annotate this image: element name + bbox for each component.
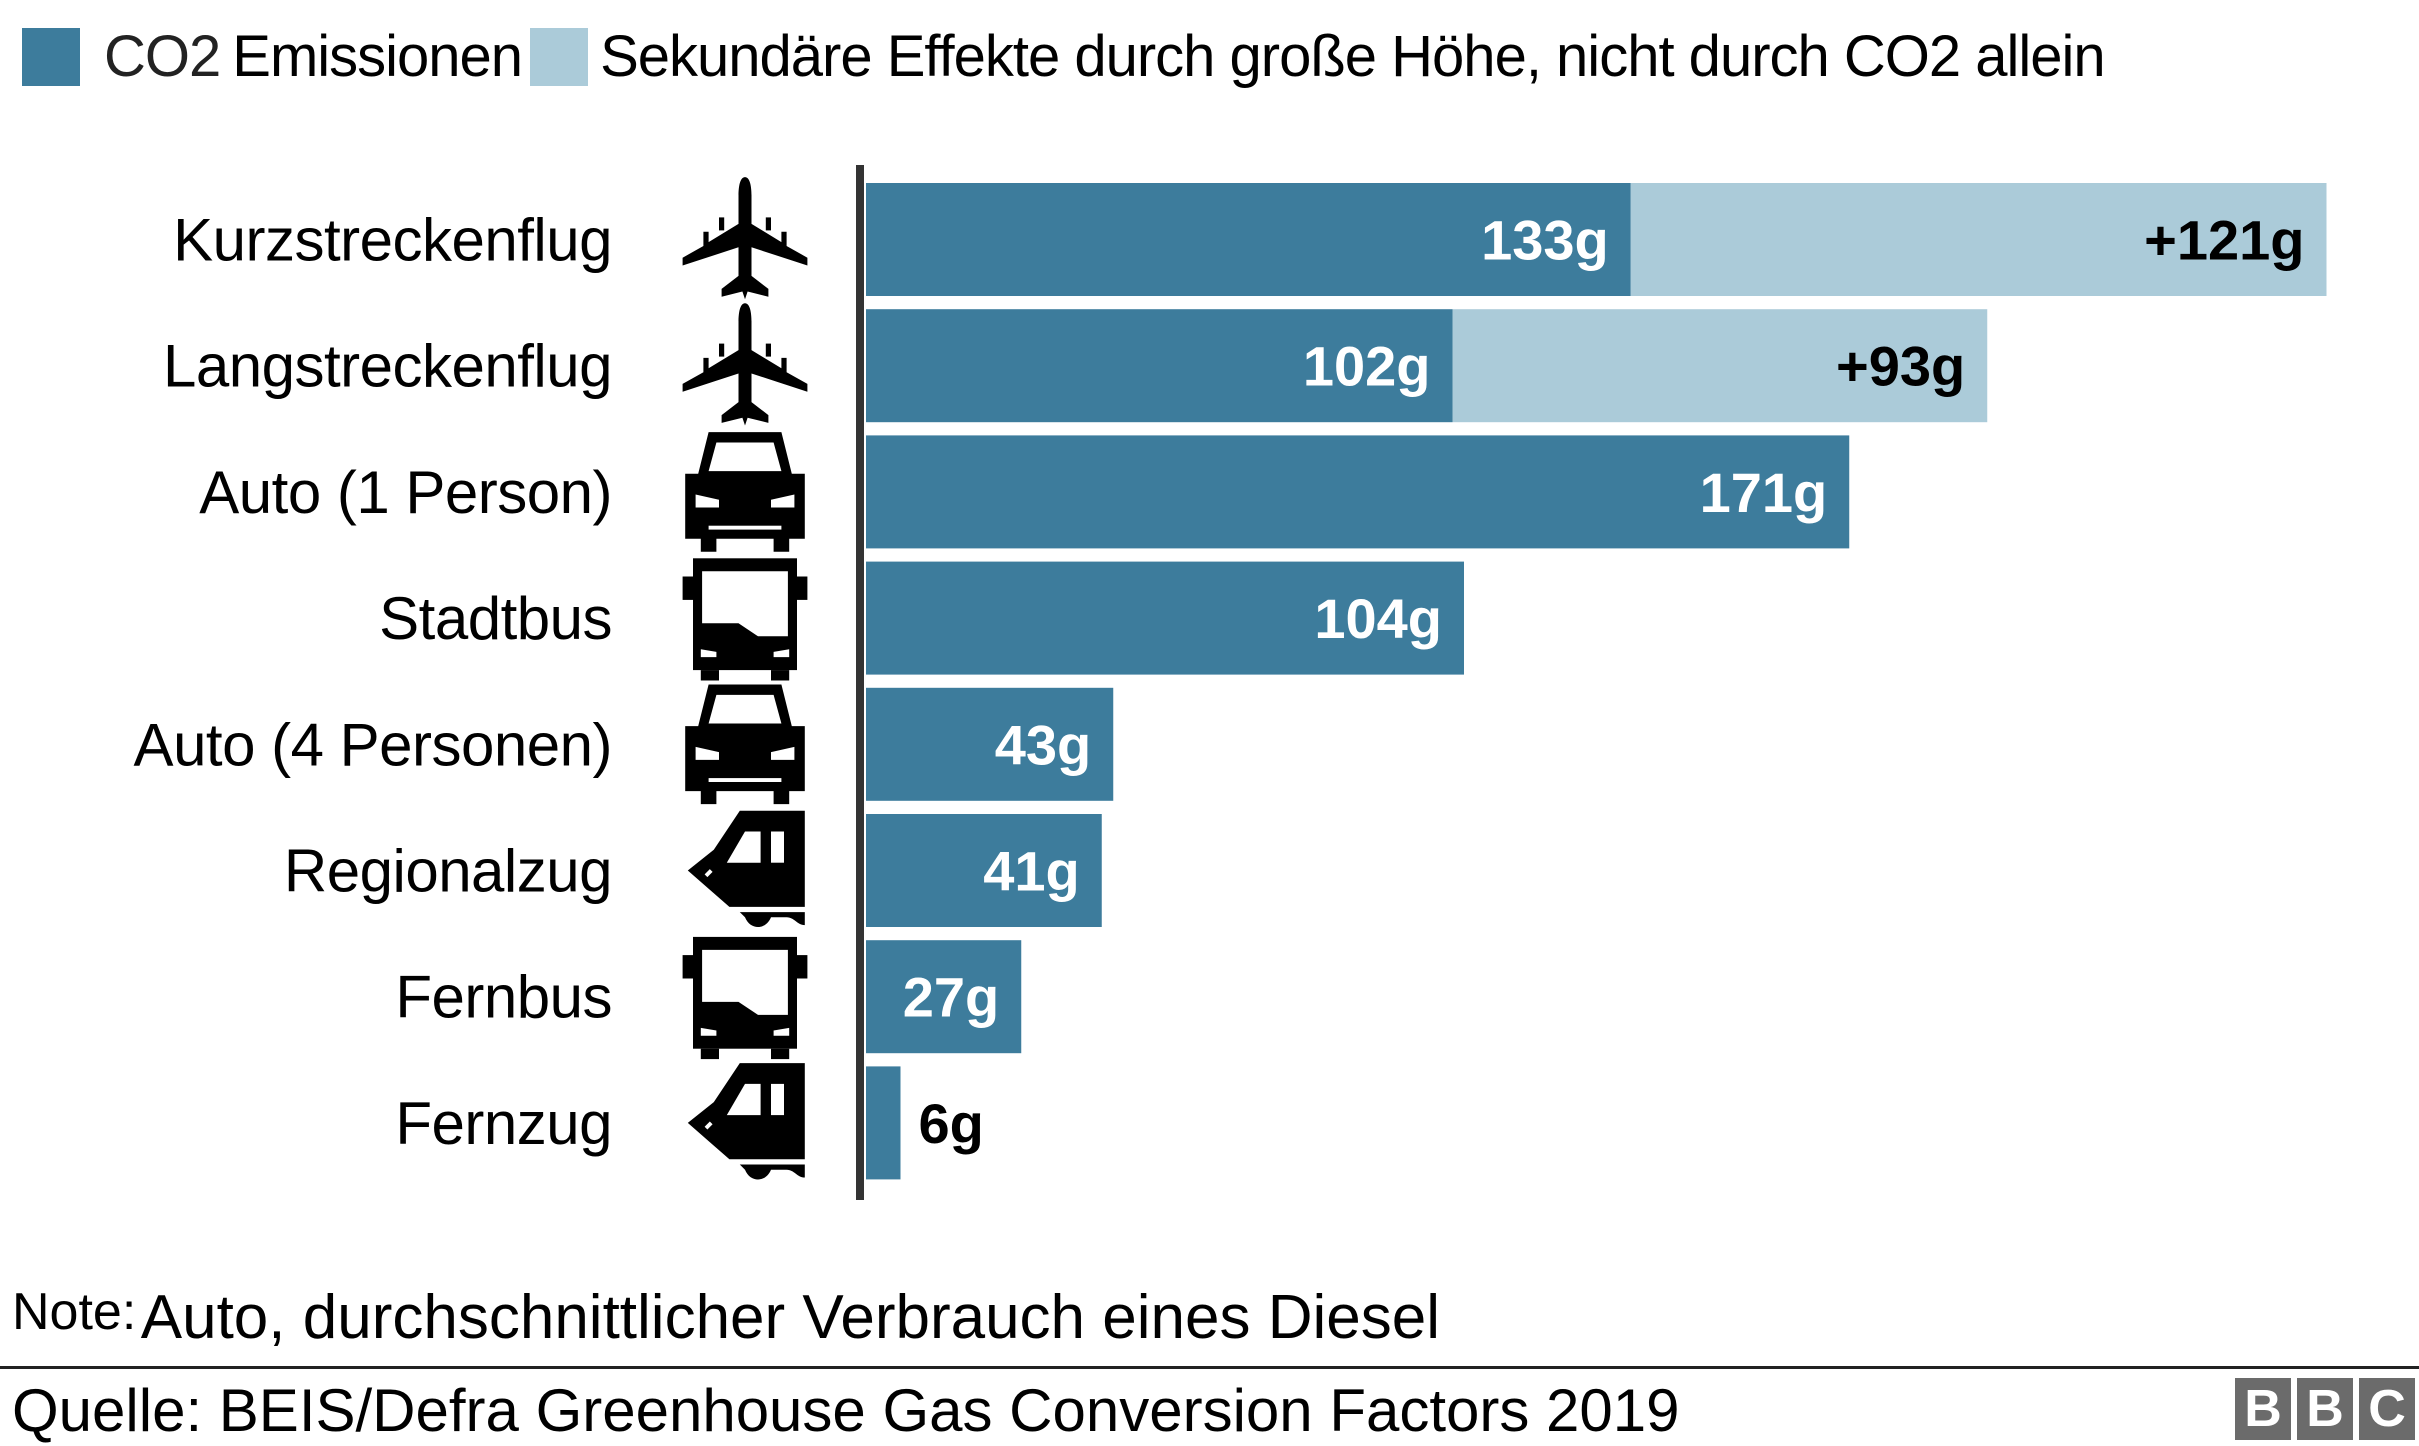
category-label: Auto (4 Personen) [134,711,612,778]
bbc-logo-letter: B [2297,1378,2353,1440]
bar-row: Fernzug 6g [395,1061,984,1182]
bbc-logo-letter: B [2235,1378,2291,1440]
category-label: Auto (1 Person) [199,459,612,526]
category-label: Fernzug [395,1090,612,1157]
train-icon [685,1061,807,1182]
car-icon [685,432,805,552]
value-label-secondary: +93g [1836,335,1965,398]
bar-row: Fernbus 27g [395,936,1022,1060]
bar-co2 [866,435,1850,549]
bbc-logo: B B C [2235,1378,2415,1440]
bar-chart: Kurzstreckenflug 133g +121g Langstreckenflu… [134,165,2327,1200]
category-label: Regionalzug [284,838,612,905]
value-label-co2: 41g [983,840,1080,903]
bar-co2 [866,940,1022,1054]
bar-co2 [866,1066,901,1180]
footer-divider [0,1366,2419,1369]
car-icon [685,684,805,805]
bar-row: Auto (4 Personen) 43g [134,684,1114,805]
bar-co2 [866,183,1631,296]
value-label-co2: 6g [919,1092,984,1155]
category-label: Kurzstreckenflug [173,207,612,274]
value-label-co2: 27g [903,966,1000,1029]
bbc-logo-letter: C [2359,1378,2415,1440]
bar-co2 [866,814,1102,927]
legend-swatch-co2 [22,28,80,86]
airplane-icon [682,303,808,426]
bar-co2 [866,309,1453,423]
category-label: Langstreckenflug [163,333,612,400]
bar-co2 [866,561,1464,675]
category-label: Stadtbus [379,585,612,652]
value-label-co2: 104g [1314,587,1442,650]
bar-row: Stadtbus 104g [379,558,1464,681]
legend: CO2 Emissionen Sekundäre Effekte durch g… [22,22,2106,92]
bus-icon [682,558,808,681]
value-label-secondary: +121g [2144,209,2304,272]
value-label-co2: 43g [995,713,1092,776]
category-label: Fernbus [395,964,612,1031]
value-label-co2: 133g [1481,209,1609,272]
bar-co2 [866,687,1114,801]
bar-row: Auto (1 Person) 171g [199,432,1850,552]
legend-label-secondary: Sekundäre Effekte durch große Höhe, nich… [600,24,2106,89]
legend-label-emissionen: Emissionen [232,24,523,89]
bar-secondary [1630,183,2327,296]
train-icon [685,808,807,929]
bar-secondary [1452,309,1988,423]
source-text: Quelle: BEIS/Defra Greenhouse Gas Conver… [12,1377,1680,1444]
value-label-co2: 171g [1700,461,1828,524]
bus-icon [682,936,808,1060]
note: Note: Auto, durchschnittlicher Verbrauch… [12,1282,1440,1353]
note-text: Auto, durchschnittlicher Verbrauch eines… [140,1283,1440,1352]
legend-label-co2: CO2 [104,24,221,89]
bar-row: Langstreckenflug 102g +93g [163,303,1988,426]
bar-row: Kurzstreckenflug 133g +121g [173,177,2327,300]
airplane-icon [682,177,808,300]
legend-swatch-secondary [530,28,589,86]
value-label-co2: 102g [1303,335,1431,398]
note-prefix: Note: [12,1283,137,1341]
bar-row: Regionalzug 41g [284,808,1102,929]
